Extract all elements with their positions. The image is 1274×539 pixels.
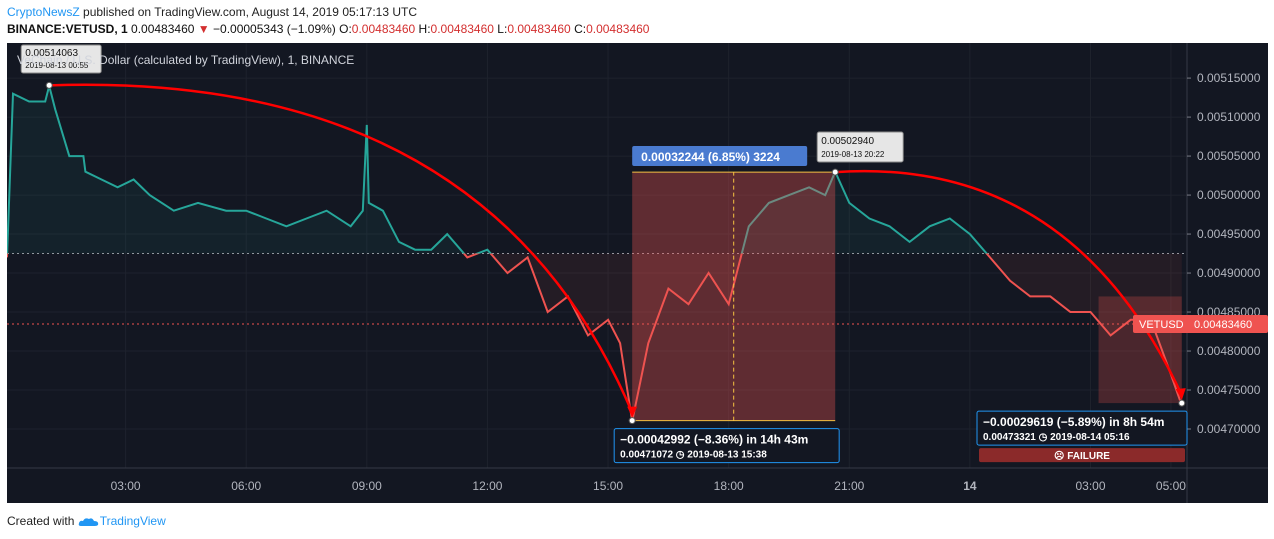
last-price: 0.00483460: [131, 22, 195, 36]
mid-high-time: 2019-08-13 20:22: [821, 150, 885, 159]
price-chart[interactable]: 0.00515000 0.00510000 0.00505000 0.00500000…: [7, 43, 1268, 503]
y-tick-label: 0.00515000: [1197, 71, 1261, 85]
last-price-tag: [1133, 315, 1268, 334]
x-tick-label: 18:00: [714, 479, 744, 493]
y-tick-label: 0.00505000: [1197, 149, 1261, 163]
x-tick-label: 15:00: [593, 479, 623, 493]
high-label: H:: [418, 22, 431, 36]
y-axis: 0.00515000 0.00510000 0.00505000 0.00500000…: [1186, 43, 1261, 503]
x-tick-label: 09:00: [352, 479, 382, 493]
publish-text: published on TradingView.com, August 14,…: [79, 5, 418, 19]
y-tick-label: 0.00475000: [1197, 383, 1261, 397]
y-tick-label: 0.00490000: [1197, 266, 1261, 280]
y-tick-label: 0.00480000: [1197, 344, 1261, 358]
high-label-time: 2019-08-13 00:55: [25, 61, 89, 70]
y-tick-label: 0.00510000: [1197, 110, 1261, 124]
footer: Created with TradingView: [7, 514, 166, 528]
x-tick-label: 12:00: [472, 479, 502, 493]
chart-panel[interactable]: 0.00515000 0.00510000 0.00505000 0.00500000…: [7, 43, 1268, 503]
chart-title: VeChain / U.S. Dollar (calculated by Tra…: [17, 53, 354, 67]
price-area: [7, 85, 1183, 422]
fall1-label-box: [613, 428, 840, 464]
y-tick-label: 0.00470000: [1197, 422, 1261, 436]
author-link[interactable]: CryptoNewsZ: [7, 5, 80, 19]
down-area-fill: [7, 253, 1182, 422]
arrow-head-1: [627, 406, 638, 418]
point-marker: [1178, 399, 1186, 407]
high-label-value: 0.00514063: [25, 48, 78, 59]
point-marker: [628, 417, 636, 425]
y-tick-label: 0.00495000: [1197, 227, 1261, 241]
x-tick-label: 21:00: [834, 479, 864, 493]
cloud-icon: [78, 518, 98, 526]
mid-high-value: 0.00502940: [821, 136, 874, 147]
fall1-label-text: −0.00042992 (−8.36%) in 14h 43m: [620, 433, 808, 447]
y-tick-label: 0.00500000: [1197, 188, 1261, 202]
fall2-label-box: [976, 410, 1188, 446]
range-boxes: [632, 171, 1182, 422]
x-tick-label: 14: [963, 479, 977, 493]
last-price-text: 0.00483460: [1194, 319, 1252, 331]
up-price-line: [7, 85, 988, 254]
fall-arrow-1: [49, 83, 634, 414]
x-tick-label: 05:00: [1156, 479, 1186, 493]
ohlc-line: BINANCE:VETUSD, 1 0.00483460 ▼ −0.000053…: [7, 22, 649, 36]
up-area-fill: [7, 85, 987, 254]
trend-arrows: [45, 81, 1186, 425]
close-value: 0.00483460: [586, 22, 650, 36]
grid: [7, 43, 1187, 468]
arrow-head-2: [1175, 388, 1186, 401]
x-tick-label: 03:00: [111, 479, 141, 493]
series-name-tag: VETUSD: [1139, 319, 1184, 331]
open-value: 0.00483460: [351, 22, 416, 36]
failure-badge: [979, 448, 1185, 463]
rise-label-text: 0.00032244 (6.85%) 3224: [641, 150, 780, 164]
high-value: 0.00483460: [430, 22, 494, 36]
low-value: 0.00483460: [507, 22, 571, 36]
symbol-label: BINANCE:VETUSD, 1: [7, 22, 128, 36]
down-price-line: [7, 253, 1183, 422]
down-arrow-icon: ▼: [197, 22, 210, 36]
point-marker: [831, 168, 839, 176]
failure-text: ☹ FAILURE: [1054, 450, 1110, 462]
fall2-label-sub: 0.00473321 ◷ 2019-08-14 05:16: [983, 432, 1130, 443]
open-label: O:: [339, 22, 352, 36]
close-label: C:: [574, 22, 587, 36]
rise-label-box: [632, 146, 808, 166]
x-tick-label: 03:00: [1075, 479, 1105, 493]
point-marker: [45, 81, 53, 89]
high-label-box: [20, 44, 102, 74]
publish-line: CryptoNewsZ published on TradingView.com…: [7, 5, 417, 19]
fall1-label-sub: 0.00471072 ◷ 2019-08-13 15:38: [620, 450, 767, 461]
fall2-label-text: −0.00029619 (−5.89%) in 8h 54m: [983, 415, 1164, 429]
x-tick-label: 06:00: [231, 479, 261, 493]
created-with-text: Created with: [7, 514, 75, 528]
fall-arrow-2: [835, 169, 1183, 396]
change-value: −0.00005343 (−1.09%): [213, 22, 336, 36]
fall-range-box: [1098, 296, 1182, 404]
tradingview-link[interactable]: TradingView: [99, 514, 166, 528]
mid-high-box: [816, 131, 904, 163]
low-label: L:: [497, 22, 508, 36]
rise-range-box: [632, 172, 836, 421]
annotation-labels: 0.00514063 2019-08-13 00:55 0.00502940 2019…: [20, 44, 1268, 464]
x-axis: 03:00 06:00 09:00 12:00 15:00 18:00 21:00 14 03:…: [7, 467, 1268, 493]
